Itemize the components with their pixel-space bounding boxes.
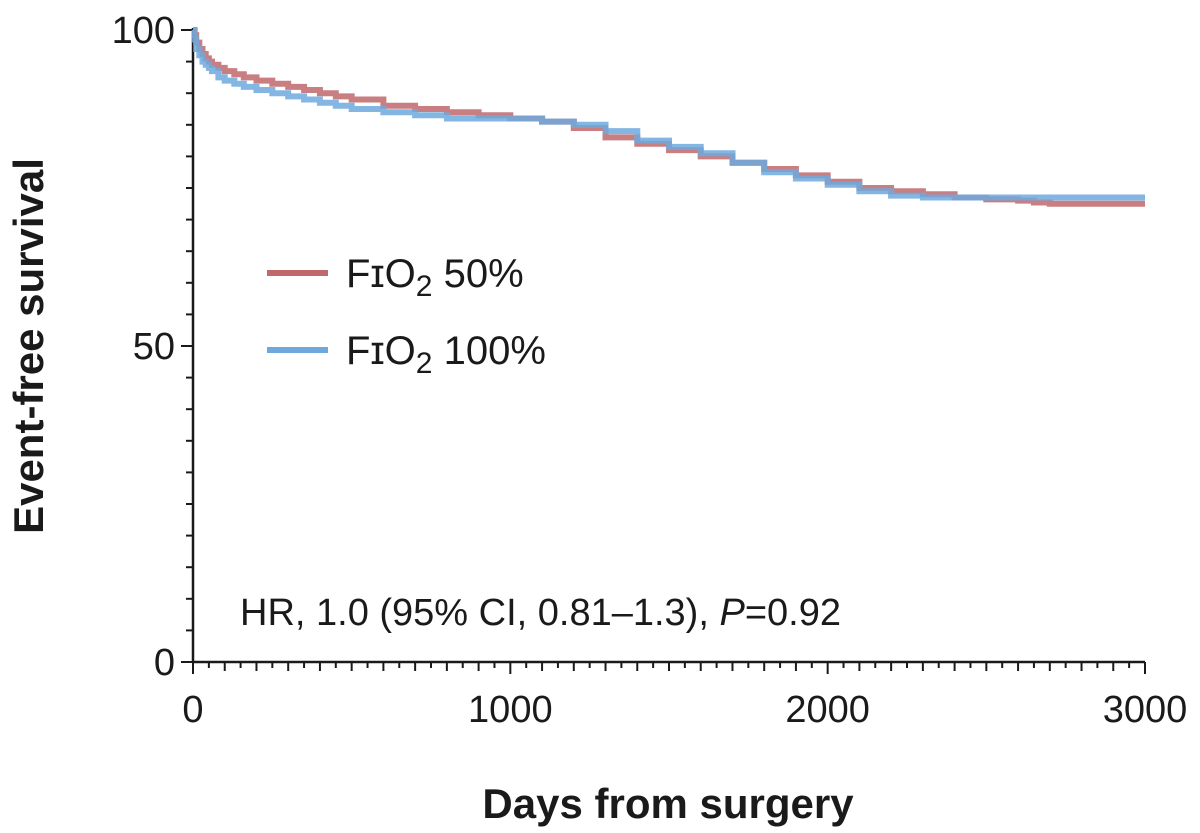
y-tick-label: 0	[154, 642, 175, 684]
y-axis-title: Event-free survival	[5, 158, 52, 534]
y-tick-label: 100	[112, 10, 175, 52]
hazard-ratio-annotation: HR, 1.0 (95% CI, 0.81–1.3), P=0.92	[240, 592, 841, 634]
legend-label-main: FɪO	[346, 252, 416, 296]
axis-labels: Days from surgery Event-free survival	[5, 158, 854, 827]
legend-label-fio2-50: FɪO2 50%	[346, 252, 524, 303]
x-axis-title: Days from surgery	[482, 780, 854, 827]
series-line-fio2-50	[191, 27, 1145, 207]
series-lines	[191, 27, 1145, 207]
series-line-fio2-100	[191, 27, 1145, 201]
annotation-p-symbol: P	[719, 592, 745, 634]
y-tick-label: 50	[133, 326, 175, 368]
annotation-p-value: =0.92	[745, 592, 841, 634]
x-tick-label: 1000	[468, 689, 553, 731]
legend-label-suffix: 50%	[432, 252, 523, 296]
annotation: HR, 1.0 (95% CI, 0.81–1.3), P=0.92	[240, 592, 841, 634]
legend-label-suffix: 100%	[432, 329, 545, 373]
legend-label-subscript: 2	[416, 347, 433, 380]
axes	[191, 28, 1145, 664]
legend: FɪO2 50%FɪO2 100%	[267, 252, 546, 380]
x-tick-label: 2000	[785, 689, 870, 731]
legend-label-fio2-100: FɪO2 100%	[346, 329, 546, 380]
legend-label-main: FɪO	[346, 329, 416, 373]
x-tick-label: 0	[182, 689, 203, 731]
legend-label-subscript: 2	[416, 270, 433, 303]
annotation-main: HR, 1.0 (95% CI, 0.81–1.3),	[240, 592, 719, 634]
x-tick-label: 3000	[1103, 689, 1188, 731]
